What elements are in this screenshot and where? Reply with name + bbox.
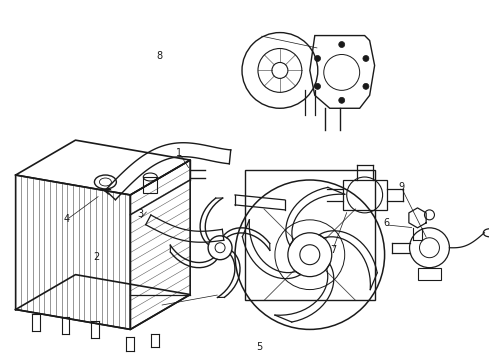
Circle shape xyxy=(339,97,345,103)
Circle shape xyxy=(363,84,369,89)
Text: 3: 3 xyxy=(137,209,143,219)
Text: 5: 5 xyxy=(257,342,263,352)
Text: 9: 9 xyxy=(398,182,404,192)
Circle shape xyxy=(315,55,320,62)
Bar xyxy=(343,180,387,210)
Bar xyxy=(245,170,375,300)
Text: 6: 6 xyxy=(384,218,390,228)
Circle shape xyxy=(315,84,320,89)
Circle shape xyxy=(339,41,345,48)
Circle shape xyxy=(363,55,369,62)
Text: 7: 7 xyxy=(330,245,336,255)
Bar xyxy=(143,177,157,193)
Text: 1: 1 xyxy=(176,148,182,158)
Text: 2: 2 xyxy=(93,252,99,262)
Bar xyxy=(417,268,441,280)
Text: 4: 4 xyxy=(64,215,70,224)
Text: 8: 8 xyxy=(156,51,163,61)
